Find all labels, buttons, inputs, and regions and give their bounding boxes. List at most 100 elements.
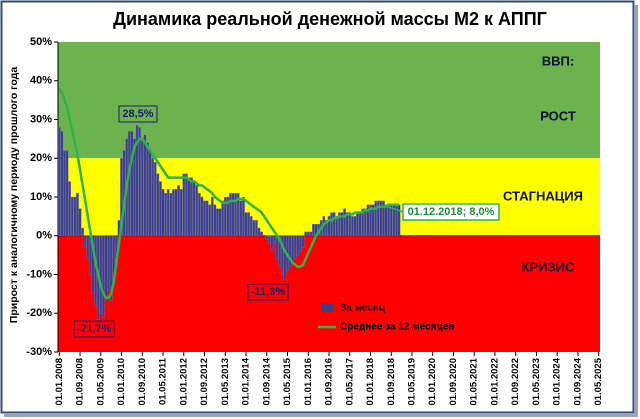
bar (283, 235, 287, 280)
bar (275, 235, 279, 260)
y-tick-label: 40% (30, 75, 52, 87)
bar (301, 235, 305, 248)
bar (213, 204, 217, 236)
zone-band (58, 42, 600, 159)
bar (203, 200, 206, 236)
bar (159, 181, 162, 236)
bar (338, 212, 341, 236)
zone-label: ВВП: (542, 53, 574, 68)
bar (177, 185, 180, 236)
x-tick-label: 01.09.2014 (261, 357, 272, 405)
bar (369, 204, 372, 236)
x-tick-label: 01.09.2020 (448, 358, 459, 406)
bar (366, 204, 370, 236)
x-tick-label: 01.05.2025 (593, 357, 604, 405)
x-tick-label: 01.05.2019 (407, 358, 418, 406)
bar (138, 127, 142, 236)
y-tick-label: 0% (36, 230, 52, 242)
bar (330, 212, 333, 236)
y-tick-label: -10% (26, 268, 52, 280)
bar (353, 216, 357, 236)
x-tick-label: 01.01.2014 (241, 357, 252, 405)
bar (174, 189, 178, 236)
y-tick-label: -20% (26, 307, 52, 319)
bar (296, 235, 300, 256)
bar (299, 235, 302, 252)
bar (348, 212, 352, 236)
bar (187, 177, 191, 236)
bar (205, 200, 209, 236)
legend-label: Среднее за 12 месяцев (340, 322, 454, 333)
bar (190, 177, 193, 236)
bar (73, 196, 77, 236)
zone-label: РОСТ (540, 108, 576, 123)
annotation-text: -11,3% (251, 286, 285, 298)
annotation-text: 28,5% (122, 108, 153, 120)
bar (192, 181, 196, 236)
bar (135, 125, 139, 236)
x-tick-label: 01.01.2022 (489, 358, 500, 406)
bar (198, 192, 201, 236)
annotation: 28,5% -21,7% -11,3% 01.12.2018; 8,0% (73, 105, 500, 338)
bar (229, 192, 232, 236)
bar (252, 220, 256, 236)
bar (57, 127, 61, 236)
bar (65, 150, 69, 236)
bar (345, 212, 349, 236)
bar (146, 142, 149, 236)
bar (91, 235, 95, 295)
y-tick-label: 10% (30, 191, 52, 203)
bar (239, 200, 243, 236)
x-tick-label: 01.01.2008 (54, 358, 65, 406)
bar (223, 196, 227, 236)
bar (389, 204, 393, 236)
bar (107, 235, 110, 291)
bar (268, 235, 271, 244)
frame-shadow (634, 5, 638, 417)
annotation-box (247, 283, 289, 301)
x-tick-label: 01.09.2012 (199, 358, 210, 406)
bar (340, 212, 344, 236)
zone-band (58, 235, 600, 352)
annotation-text: -21,7% (77, 323, 112, 335)
bar (257, 227, 261, 236)
bar (133, 138, 136, 236)
bar (244, 212, 248, 236)
x-tick-label: 01.05.2023 (531, 358, 542, 406)
annotation-box (118, 105, 158, 123)
bar (60, 130, 64, 236)
bar (309, 231, 313, 236)
bar (343, 208, 346, 236)
frame-shadow (4, 413, 636, 417)
bar (76, 192, 79, 236)
x-tick-label: 01.01.2018 (365, 358, 376, 406)
legend-label: За месяц (340, 303, 386, 314)
x-tick-label: 01.05.2021 (469, 357, 480, 405)
bar (249, 216, 253, 236)
bar (156, 173, 160, 236)
bar (109, 235, 113, 302)
bar (127, 130, 131, 236)
bar (218, 208, 222, 236)
bar (327, 216, 331, 236)
bar (99, 235, 103, 314)
bar (382, 200, 385, 236)
bar (195, 185, 199, 236)
bar (185, 173, 188, 236)
bar (169, 192, 173, 236)
x-tick-label: 01.09.2018 (386, 358, 397, 406)
x-tick-label: 01.05.2011 (158, 357, 169, 405)
bar (351, 216, 354, 236)
bar (247, 212, 250, 236)
chart-title: Динамика реальной денежной массы М2 к АП… (113, 9, 547, 29)
x-tick-label: 01.09.2024 (572, 357, 583, 405)
bar (86, 235, 90, 260)
y-axis-label: Прирост к аналогичному периоду прошлого … (8, 67, 20, 324)
bar (200, 196, 204, 236)
x-tick-label: 01.01.2010 (116, 358, 127, 406)
bar (83, 235, 87, 248)
annotation-leader (385, 205, 404, 213)
bar (179, 189, 183, 236)
zone-label: СТАГНАЦИЯ (503, 188, 583, 203)
